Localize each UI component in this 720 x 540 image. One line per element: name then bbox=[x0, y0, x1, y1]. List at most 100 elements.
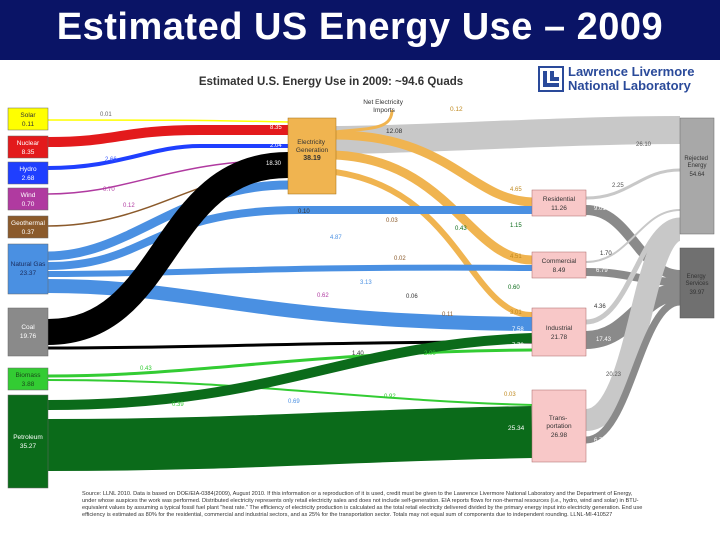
flow-label: 1.15 bbox=[510, 223, 522, 229]
node-electricity-label: Electricity Generation bbox=[296, 139, 329, 154]
node-services-value: 39.97 bbox=[689, 290, 705, 296]
flow-label: 1.70 bbox=[600, 251, 612, 257]
flow-label: 0.12 bbox=[123, 203, 135, 209]
node-natural-gas-box bbox=[7, 243, 49, 295]
flow-label: 0.39 bbox=[172, 402, 184, 408]
node-electricity-box bbox=[287, 117, 337, 195]
flow-label: 4.51 bbox=[510, 254, 522, 260]
node-geothermal-value: 0.37 bbox=[22, 229, 35, 236]
flow-label: 3.01 bbox=[510, 310, 522, 316]
flow-elec-residential bbox=[334, 130, 533, 207]
flow-label: 1.40 bbox=[352, 351, 364, 357]
node-hydro-label: Hydro bbox=[19, 166, 37, 173]
flow-biomass-transport bbox=[47, 379, 533, 406]
node-solar-label: Solar bbox=[20, 112, 36, 119]
energy-flow-diagram: Estimated U.S. Energy Use in 2009: ~94.6… bbox=[7, 76, 715, 489]
flow-solar bbox=[47, 119, 289, 123]
node-hydro-box bbox=[7, 161, 49, 185]
flow-gas-elec bbox=[47, 180, 289, 261]
flow-label: 2.04 bbox=[270, 143, 282, 149]
node-services-box bbox=[679, 247, 715, 319]
node-nuclear-value: 8.35 bbox=[22, 149, 35, 156]
flow-label: 4.65 bbox=[510, 187, 522, 193]
node-commercial-box bbox=[531, 251, 587, 279]
node-wind-box bbox=[7, 187, 49, 211]
flow-label: 25.34 bbox=[508, 425, 525, 432]
flow-com-rejected bbox=[585, 209, 681, 263]
flow-label: 6.74 bbox=[594, 438, 606, 444]
flow-label: 7.72 bbox=[512, 343, 524, 349]
flow-label: 6.79 bbox=[596, 268, 608, 274]
flow-res-rejected bbox=[585, 168, 681, 200]
flow-trans-rejected bbox=[583, 219, 683, 431]
flow-label: 26.10 bbox=[636, 142, 652, 148]
node-solar-value: 0.11 bbox=[22, 121, 35, 128]
flow-res-services bbox=[585, 205, 681, 280]
node-solar-box bbox=[7, 107, 49, 131]
node-transportation-value: 26.98 bbox=[551, 432, 568, 439]
flow-label: 0.03 bbox=[504, 392, 516, 398]
flow-label: 0.43 bbox=[455, 226, 467, 232]
flow-label: 4.36 bbox=[594, 304, 606, 310]
flow-elec-industrial bbox=[334, 169, 533, 318]
flow-label: 0.01 bbox=[100, 112, 112, 118]
node-natural-gas-label: Natural Gas bbox=[11, 261, 46, 268]
flow-label: 2.25 bbox=[612, 183, 624, 189]
node-residential-label: Residential bbox=[543, 196, 576, 203]
node-commercial-value: 8.49 bbox=[553, 267, 566, 274]
flow-label: 2.66 bbox=[105, 157, 117, 163]
flow-petroleum-transport bbox=[47, 406, 533, 471]
flow-gas-residential bbox=[47, 206, 532, 270]
flow-label: 0.03 bbox=[386, 218, 398, 224]
lab-logo-line1: Lawrence Livermore bbox=[568, 64, 695, 79]
flow-label: 9.01 bbox=[594, 206, 606, 212]
node-biomass-value: 3.88 bbox=[22, 381, 35, 388]
slide-title: Estimated US Energy Use – 2009 bbox=[56, 6, 664, 48]
node-coal-box bbox=[7, 307, 49, 357]
flow-label: 18.30 bbox=[266, 161, 282, 167]
flow-label: 8.35 bbox=[270, 125, 282, 131]
node-commercial-label: Commercial bbox=[542, 258, 577, 265]
flow-nuclear bbox=[47, 125, 288, 147]
node-hydro-value: 2.68 bbox=[22, 175, 35, 182]
node-transportation-label: Trans- portation bbox=[546, 415, 572, 430]
flow-label: 0.43 bbox=[140, 366, 152, 372]
node-imports-label: Net Electricity Imports bbox=[363, 99, 405, 114]
node-residential-box bbox=[531, 189, 587, 217]
flow-label: 12.08 bbox=[386, 128, 403, 135]
flow-label: 0.06 bbox=[406, 294, 418, 300]
node-biomass-box bbox=[7, 367, 49, 391]
node-geothermal-label: Geothermal bbox=[11, 220, 46, 227]
node-nuclear-label: Nuclear bbox=[17, 140, 40, 147]
flow-label: 0.10 bbox=[298, 209, 310, 215]
flow-label: 0.11 bbox=[442, 312, 454, 318]
node-petroleum-box bbox=[7, 394, 49, 489]
flow-gas-commercial bbox=[47, 264, 533, 277]
flow-petroleum-industrial bbox=[47, 333, 533, 410]
flow-biomass-industrial bbox=[47, 348, 533, 378]
flow-label: 0.70 bbox=[103, 187, 115, 193]
node-petroleum-label: Petroleum bbox=[13, 434, 43, 441]
node-rejected-label: Rejected Energy bbox=[684, 156, 709, 169]
source-footnote: Source: LLNL 2010. Data is based on DOE/… bbox=[82, 491, 643, 518]
flow-label: 0.02 bbox=[394, 256, 406, 262]
diagram-title: Estimated U.S. Energy Use in 2009: ~94.6… bbox=[199, 76, 463, 88]
flow-hydro bbox=[47, 144, 288, 170]
node-imports-value: 0.12 bbox=[450, 106, 463, 113]
flow-label: 0.69 bbox=[288, 399, 300, 405]
flow-label: 20.23 bbox=[606, 372, 622, 378]
node-nuclear-box bbox=[7, 135, 49, 159]
node-residential-value: 11.26 bbox=[551, 205, 567, 212]
node-transportation-box bbox=[531, 389, 587, 463]
node-natural-gas-value: 23.37 bbox=[20, 270, 37, 277]
lab-logo-line2: National Laboratory bbox=[568, 78, 691, 93]
node-rejected-box bbox=[679, 117, 715, 235]
flow-trans-services bbox=[585, 298, 681, 444]
node-services-label: Energy Services bbox=[685, 274, 708, 287]
lab-logo: Lawrence Livermore National Laboratory bbox=[538, 64, 718, 94]
flow-label: 0.92 bbox=[384, 394, 396, 400]
node-industrial-value: 21.78 bbox=[551, 334, 568, 341]
node-coal-label: Coal bbox=[21, 324, 35, 331]
lab-logo-mark-icon bbox=[538, 66, 564, 92]
slide-header: Estimated US Energy Use – 2009 bbox=[0, 0, 720, 60]
